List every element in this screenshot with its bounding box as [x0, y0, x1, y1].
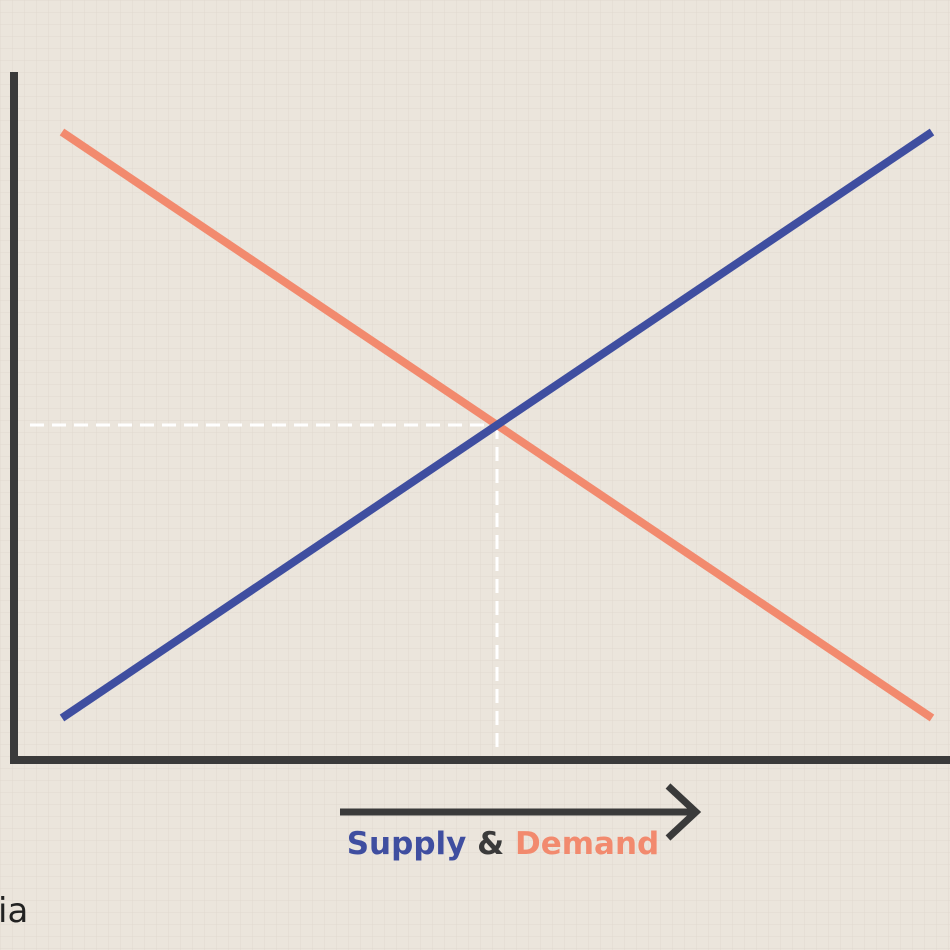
axis-label: Supply & Demand [347, 826, 660, 862]
supply-label: Supply [347, 826, 467, 862]
logo-fragment: ia [0, 891, 28, 931]
joiner-label: & [477, 826, 504, 862]
demand-label: Demand [515, 826, 659, 862]
supply-curve [59, 128, 935, 722]
arrow-head [665, 783, 702, 841]
